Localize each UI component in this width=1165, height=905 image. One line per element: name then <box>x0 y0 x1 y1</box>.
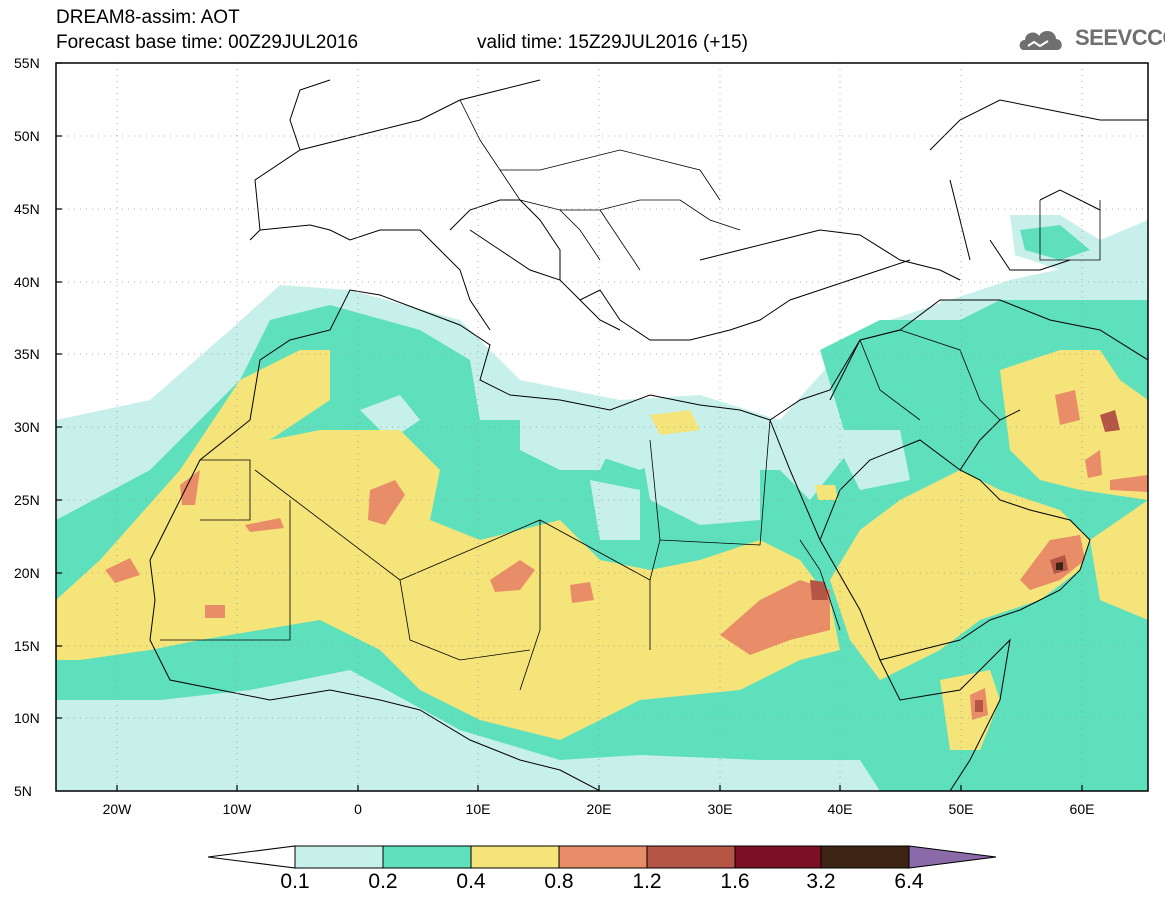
colorbar-under-arrow <box>207 845 296 869</box>
lat-label: 10N <box>14 710 40 726</box>
valid-time: valid time: 15Z29JUL2016 (+15) <box>477 32 748 53</box>
colorbar-label: 0.1 <box>280 870 310 893</box>
colorbar-label: 1.2 <box>632 870 662 893</box>
axis-ticks <box>56 62 1083 791</box>
lon-label: 10W <box>222 801 252 817</box>
lat-label: 30N <box>14 419 40 435</box>
lat-label: 45N <box>14 201 40 217</box>
aot-field <box>56 215 1148 791</box>
logo-text: SEEVCCC <box>1075 25 1165 50</box>
coastlines <box>56 79 1148 791</box>
colorbar-label: 6.4 <box>894 870 924 893</box>
colorbar-box-5 <box>734 845 822 869</box>
map-grid <box>56 63 1148 791</box>
lat-label: 55N <box>14 55 40 71</box>
lat-label: 25N <box>14 492 40 508</box>
lat-label: 50N <box>14 128 40 144</box>
colorbar-label: 1.6 <box>720 870 750 893</box>
colorbar-box-3 <box>558 845 648 869</box>
lon-label: 50E <box>948 801 974 817</box>
lat-label: 15N <box>14 638 40 654</box>
cloud-logo-icon <box>1019 30 1062 50</box>
aot-band-1.2 <box>810 410 1120 712</box>
colorbar <box>207 845 997 869</box>
colorbar-label: 0.2 <box>368 870 398 893</box>
lat-label: 40N <box>14 274 40 290</box>
lat-label: 20N <box>14 565 40 581</box>
lon-label: 10E <box>465 801 491 817</box>
lon-label: 20W <box>102 801 132 817</box>
country-borders <box>160 99 1101 691</box>
forecast-base-time: Forecast base time: 00Z29JUL2016 <box>56 32 359 53</box>
lon-label: 40E <box>827 801 853 817</box>
lon-label: 30E <box>707 801 733 817</box>
colorbar-box-0 <box>294 845 384 869</box>
lat-label: 5N <box>14 783 32 799</box>
colorbar-label: 0.8 <box>544 870 574 893</box>
colorbar-label: 0.4 <box>456 870 486 893</box>
lon-label: 0 <box>354 801 362 817</box>
colorbar-label: 3.2 <box>806 870 836 893</box>
lon-label: 20E <box>586 801 612 817</box>
lon-label: 60E <box>1069 801 1095 817</box>
map-title: DREAM8-assim: AOT <box>56 7 240 28</box>
aot-band-3.2 <box>1056 562 1063 570</box>
colorbar-box-6 <box>820 845 910 869</box>
lat-label: 35N <box>14 346 40 362</box>
colorbar-box-2 <box>470 845 560 869</box>
colorbar-over-arrow <box>908 845 997 869</box>
colorbar-box-4 <box>646 845 736 869</box>
colorbar-box-1 <box>382 845 472 869</box>
